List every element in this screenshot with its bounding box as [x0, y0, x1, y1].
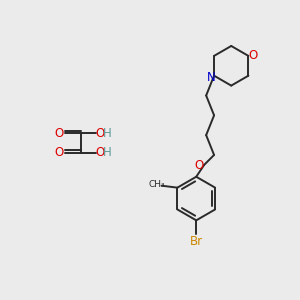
- Text: N: N: [207, 71, 215, 84]
- Text: O: O: [54, 146, 64, 160]
- Text: Br: Br: [190, 235, 203, 248]
- Text: O: O: [96, 146, 105, 160]
- Text: O: O: [96, 127, 105, 140]
- Text: O: O: [54, 127, 64, 140]
- Text: CH₃: CH₃: [148, 180, 165, 189]
- Text: H: H: [103, 146, 112, 160]
- Text: O: O: [195, 159, 204, 172]
- Text: H: H: [103, 127, 112, 140]
- Text: O: O: [249, 50, 258, 62]
